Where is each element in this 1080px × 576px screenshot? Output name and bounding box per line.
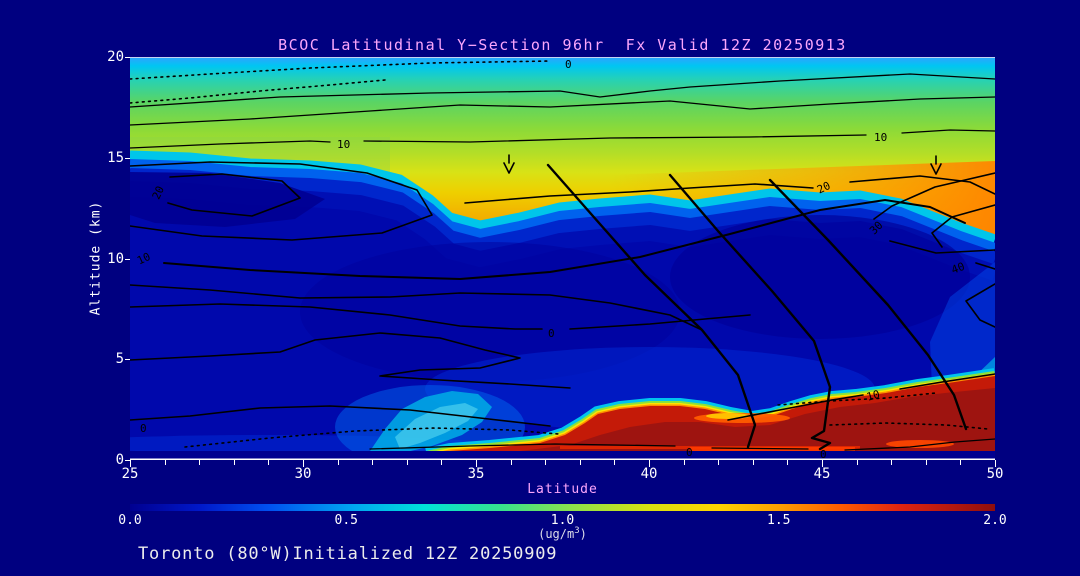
x-tick-mark: [718, 460, 720, 465]
contour-label: 10: [874, 131, 887, 144]
colorbar-tick-label: 0.0: [118, 513, 142, 528]
y-tick-label: 20: [107, 49, 124, 65]
x-tick-mark: [406, 460, 408, 465]
x-tick-mark: [164, 460, 166, 465]
init-info-text: Toronto (80°W)Initialized 12Z 20250909: [138, 544, 558, 564]
colorbar-unit: (ug/m3): [538, 526, 587, 541]
x-tick-mark: [752, 460, 754, 465]
x-tick-mark: [649, 460, 650, 467]
plot-frame-top: [130, 57, 995, 58]
x-tick-mark: [441, 460, 443, 465]
colorbar-tick-label: 0.5: [334, 513, 358, 528]
x-tick-label: 30: [294, 466, 312, 482]
line-contours: [129, 60, 996, 451]
contour-label: 0: [686, 446, 693, 459]
x-tick-mark: [995, 460, 996, 467]
colorbar-tick-label: 1.0: [550, 513, 575, 528]
contour-label: 20: [815, 179, 833, 196]
contour-label: 10: [337, 138, 350, 151]
y-tick-label: 5: [115, 351, 124, 368]
x-tick-mark: [476, 460, 477, 467]
x-tick-mark: [856, 460, 858, 465]
x-tick-mark: [822, 460, 823, 467]
x-axis-label: Latitude: [527, 482, 598, 497]
x-tick-mark: [960, 460, 962, 465]
x-tick-label: 40: [640, 466, 658, 482]
x-tick-mark: [683, 460, 685, 465]
contour-label: 0: [565, 58, 572, 71]
y-tick-mark: [125, 258, 130, 260]
x-tick-mark: [579, 460, 581, 465]
x-tick-label: 50: [986, 466, 1004, 482]
y-tick-label: 0: [115, 452, 124, 468]
colorbar-tick-label: 2.0: [983, 513, 1007, 528]
x-tick-label: 25: [121, 466, 139, 482]
plot-frame-bottom: [130, 458, 995, 460]
contour-label: 20: [150, 184, 167, 202]
y-tick-mark: [125, 359, 130, 361]
surface-strip: [130, 451, 995, 460]
contour-label: 0: [820, 448, 827, 460]
chart-title: BCOC Latitudinal Y−Section 96hr Fx Valid…: [278, 36, 847, 54]
contour-label: 10: [135, 250, 153, 267]
y-tick-mark: [125, 57, 130, 58]
colorbar-tick-label: 1.5: [767, 513, 791, 528]
contour-label: 0: [548, 327, 555, 340]
contour-plot: 0 10 10 20 20 30 40 10 0 10 0 0 0: [60, 57, 998, 469]
x-tick-mark: [925, 460, 927, 465]
x-tick-mark: [337, 460, 339, 465]
surface-plume: [335, 368, 997, 469]
wind-marker-icon: [930, 155, 942, 175]
x-tick-mark: [199, 460, 201, 465]
contour-label: 40: [950, 260, 967, 277]
x-tick-mark: [233, 460, 235, 465]
contour-label: 10: [865, 388, 881, 404]
y-tick-mark: [125, 460, 130, 461]
x-tick-mark: [130, 460, 131, 467]
x-tick-mark: [545, 460, 547, 465]
x-tick-mark: [891, 460, 893, 465]
wind-marker-icon: [503, 154, 515, 174]
y-tick-label: 10: [107, 250, 124, 267]
x-tick-mark: [787, 460, 789, 465]
x-tick-label: 35: [467, 466, 485, 482]
x-tick-mark: [268, 460, 270, 465]
y-tick-mark: [125, 157, 130, 159]
y-tick-label: 15: [107, 149, 124, 166]
x-tick-mark: [372, 460, 374, 465]
contour-label: 0: [140, 422, 147, 435]
x-tick-label: 45: [813, 466, 831, 482]
x-tick-mark: [303, 460, 304, 467]
x-tick-mark: [510, 460, 512, 465]
colorbar: [130, 504, 995, 511]
x-tick-mark: [614, 460, 616, 465]
